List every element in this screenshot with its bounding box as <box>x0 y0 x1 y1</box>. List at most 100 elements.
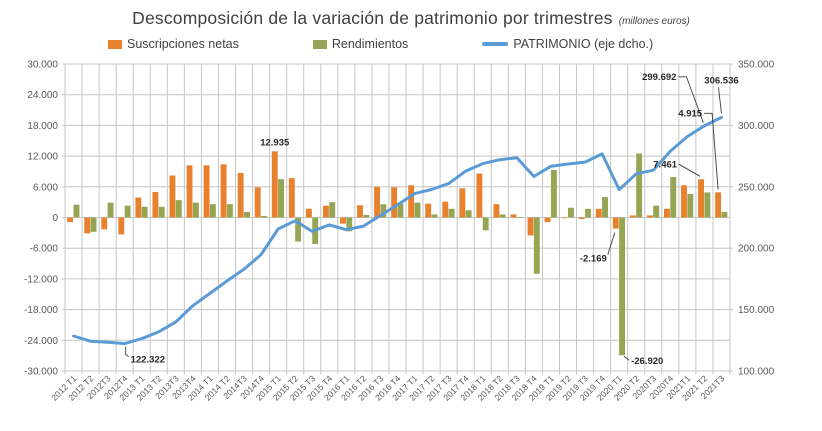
bar-suscripciones <box>476 173 483 218</box>
bar-suscripciones <box>305 208 312 218</box>
bar-rendimientos <box>141 206 148 218</box>
bar-suscripciones <box>203 165 210 218</box>
bar-suscripciones <box>646 215 653 218</box>
bar-rendimientos <box>465 210 472 218</box>
y-axis-left-tick-label: -12.000 <box>24 274 58 285</box>
bar-suscripciones <box>152 191 159 218</box>
y-axis-left-tick-label: -24.000 <box>24 336 58 347</box>
rendimientos-swatch-icon <box>312 39 327 49</box>
title-units-suffix: (millones euros) <box>618 16 690 27</box>
bar-rendimientos <box>550 169 557 218</box>
chart-title: Descomposición de la variación de patrim… <box>0 8 822 29</box>
y-axis-left-tick-label: 24.000 <box>27 90 58 101</box>
annotation-leader-line <box>623 355 630 361</box>
bar-rendimientos <box>175 200 182 218</box>
bar-suscripciones <box>169 175 176 218</box>
bar-rendimientos <box>158 206 165 218</box>
annotation-label: 4.915 <box>678 108 702 119</box>
annotation-label: 12.935 <box>260 137 290 148</box>
legend: Suscripciones netas Rendimientos PATRIMO… <box>108 37 653 51</box>
legend-label: Suscripciones netas <box>127 37 239 51</box>
bar-rendimientos <box>636 153 643 218</box>
patrimonio-line-swatch-icon <box>482 42 509 46</box>
bar-suscripciones <box>271 151 278 218</box>
y-axis-left: 30.000 24.000 18.000 12.000 6.000 0 -6.000 -12.… <box>24 60 58 378</box>
bar-suscripciones <box>118 217 125 235</box>
bar-suscripciones <box>510 214 517 218</box>
bar-suscripciones <box>220 164 227 218</box>
bar-rendimientos <box>704 192 711 218</box>
bar-rendimientos <box>602 197 608 218</box>
y-axis-left-tick-label: 12.000 <box>27 152 58 163</box>
bar-suscripciones <box>425 203 432 218</box>
annotation-label: 306.536 <box>704 75 738 86</box>
bars-suscripciones <box>67 151 722 236</box>
bar-rendimientos <box>192 202 199 218</box>
annotation-leader-line <box>607 232 616 255</box>
y-axis-left-tick-label: 0 <box>52 213 58 224</box>
bar-rendimientos <box>380 204 387 218</box>
bars-rendimientos <box>73 153 728 356</box>
bar-suscripciones <box>101 217 108 230</box>
bar-rendimientos <box>653 205 660 218</box>
bar-suscripciones <box>357 205 363 218</box>
bar-rendimientos <box>721 211 728 218</box>
y-axis-left-tick-label: -18.000 <box>24 305 58 316</box>
bar-rendimientos <box>533 217 540 274</box>
annotation-leader-line <box>125 346 129 357</box>
page-title: Descomposición de la variación de patrim… <box>132 8 613 28</box>
bar-suscripciones <box>459 188 466 218</box>
legend-item-rendimientos: Rendimientos <box>312 37 409 51</box>
y-axis-right-tick-label: 250.000 <box>738 182 775 193</box>
legend-label: PATRIMONIO (eje dcho.) <box>513 37 654 51</box>
annotation-label: 7.461 <box>653 159 677 170</box>
bar-rendimientos <box>482 217 489 231</box>
bar-rendimientos <box>431 214 438 218</box>
bar-rendimientos <box>90 217 97 232</box>
legend-item-suscripciones: Suscripciones netas <box>108 37 239 51</box>
legend-label: Rendimientos <box>331 37 409 51</box>
bar-rendimientos <box>329 202 336 218</box>
bar-suscripciones <box>186 165 193 218</box>
bar-rendimientos <box>516 216 523 218</box>
suscripciones-swatch-icon <box>108 39 122 49</box>
annotation-leader-line <box>718 87 722 114</box>
bar-suscripciones <box>612 217 619 229</box>
bar-suscripciones <box>391 187 398 218</box>
bar-suscripciones <box>322 205 329 218</box>
bar-rendimientos <box>585 208 591 218</box>
bar-rendimientos <box>295 217 302 242</box>
bar-suscripciones <box>698 179 704 218</box>
bar-suscripciones <box>237 172 244 218</box>
bar-suscripciones <box>681 185 687 218</box>
bar-rendimientos <box>448 208 455 218</box>
bar-rendimientos <box>414 202 421 218</box>
annotations: 12.935 122.322 -2.169 -26.920 299.692 306.536… <box>125 72 739 367</box>
annotation-label: -2.169 <box>580 254 607 265</box>
y-axis-left-tick-label: -30.000 <box>24 367 58 378</box>
bar-rendimientos <box>397 203 404 218</box>
y-axis-right-tick-label: 350.000 <box>738 60 775 71</box>
annotation-label: 122.322 <box>131 355 165 366</box>
bar-rendimientos <box>124 205 131 218</box>
patrimonio-line-path <box>72 115 723 346</box>
bar-rendimientos <box>73 204 80 218</box>
bar-rendimientos <box>107 202 114 218</box>
axis-ticks <box>62 63 733 375</box>
y-axis-right-tick-label: 100.000 <box>738 367 775 378</box>
bar-rendimientos <box>499 214 506 218</box>
bar-suscripciones <box>67 217 74 223</box>
y-axis-left-tick-label: 6.000 <box>33 182 58 193</box>
bar-suscripciones <box>595 208 602 218</box>
bar-suscripciones <box>715 192 722 218</box>
bar-suscripciones <box>578 217 585 220</box>
bar-rendimientos <box>567 207 574 218</box>
bar-rendimientos <box>619 217 626 356</box>
bar-rendimientos <box>278 179 285 218</box>
bar-rendimientos <box>346 217 353 232</box>
y-axis-right-tick-label: 300.000 <box>738 121 775 132</box>
bar-suscripciones <box>629 215 636 218</box>
bar-rendimientos <box>261 215 267 218</box>
